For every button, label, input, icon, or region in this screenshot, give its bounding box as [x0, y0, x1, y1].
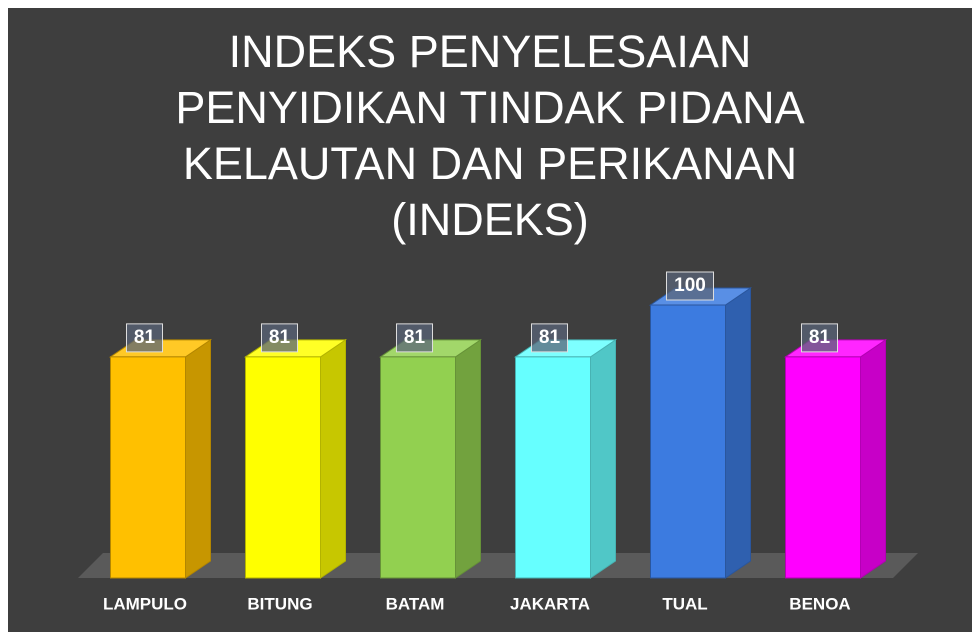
bar: [243, 338, 348, 579]
bar-front: [110, 356, 186, 579]
data-label-box: [396, 323, 433, 353]
data-label: 81: [134, 327, 156, 348]
data-label-box: [531, 323, 568, 353]
data-label-box: [801, 323, 838, 353]
bar-side: [590, 338, 616, 579]
bar-front: [650, 304, 726, 579]
x-tick-label: BENOA: [789, 594, 850, 613]
chart-title: INDEKS PENYELESAIAN PENYIDIKAN TINDAK PI…: [175, 26, 805, 245]
bar-side: [455, 338, 481, 579]
x-tick-label: LAMPULO: [103, 594, 187, 613]
data-label-box: [261, 323, 298, 353]
bar-side: [185, 338, 211, 579]
data-label: 81: [809, 327, 831, 348]
data-label-box: [126, 323, 163, 353]
data-label: 81: [404, 327, 426, 348]
bar: [108, 338, 213, 579]
bar: [513, 338, 618, 579]
bar: [378, 338, 483, 579]
data-label: 100: [674, 275, 706, 296]
x-tick-label: BATAM: [386, 594, 445, 613]
bar: [648, 287, 753, 579]
x-tick-label: JAKARTA: [510, 594, 590, 613]
bar-side: [860, 338, 886, 579]
bar: [783, 338, 888, 579]
bar-front: [380, 356, 456, 579]
bar-side: [725, 287, 751, 579]
x-tick-label: TUAL: [662, 594, 707, 613]
data-label: 81: [269, 327, 291, 348]
x-tick-label: BITUNG: [247, 594, 312, 613]
bar-front: [515, 356, 591, 579]
data-label-box: [666, 271, 714, 301]
bar-front: [785, 356, 861, 579]
data-label: 81: [539, 327, 561, 348]
bar-front: [245, 356, 321, 579]
bar-side: [320, 338, 346, 579]
